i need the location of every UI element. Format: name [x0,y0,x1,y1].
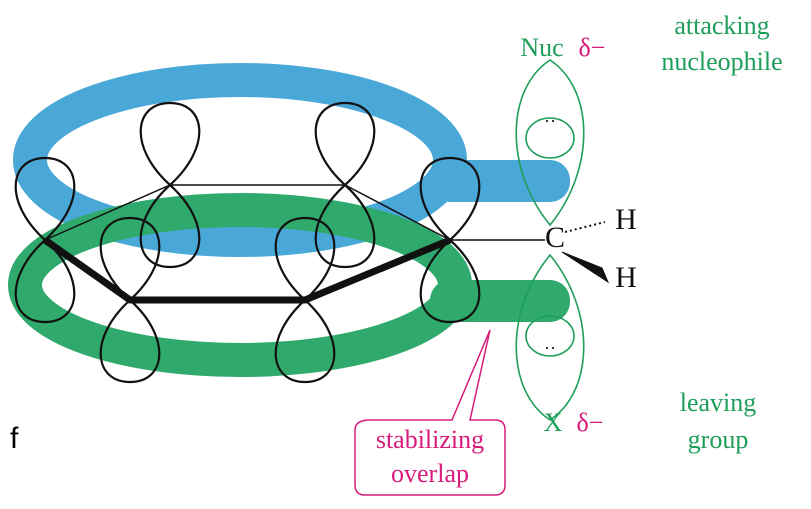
hydrogen-label: H [615,261,637,294]
x-label: X [544,408,563,437]
attacking-label: attacking [674,11,769,40]
hydrogen-label: H [615,203,637,236]
leaving-label: group [688,425,749,454]
svg-text:··: ·· [544,111,556,131]
diagram: ·· ·· f Nuc δ− attacking nucleophile C H… [0,0,811,509]
nuc-label: Nuc [520,33,563,62]
attacking-label: nucleophile [661,47,782,76]
nuc-charge: δ− [579,33,606,62]
stray-letter: f [10,422,19,455]
x-charge: δ− [577,408,604,437]
callout-text: overlap [391,459,469,488]
svg-text:··: ·· [544,338,556,358]
callout-text: stabilizing [376,425,484,454]
carbon-label: C [545,221,565,254]
leaving-label: leaving [680,388,757,417]
